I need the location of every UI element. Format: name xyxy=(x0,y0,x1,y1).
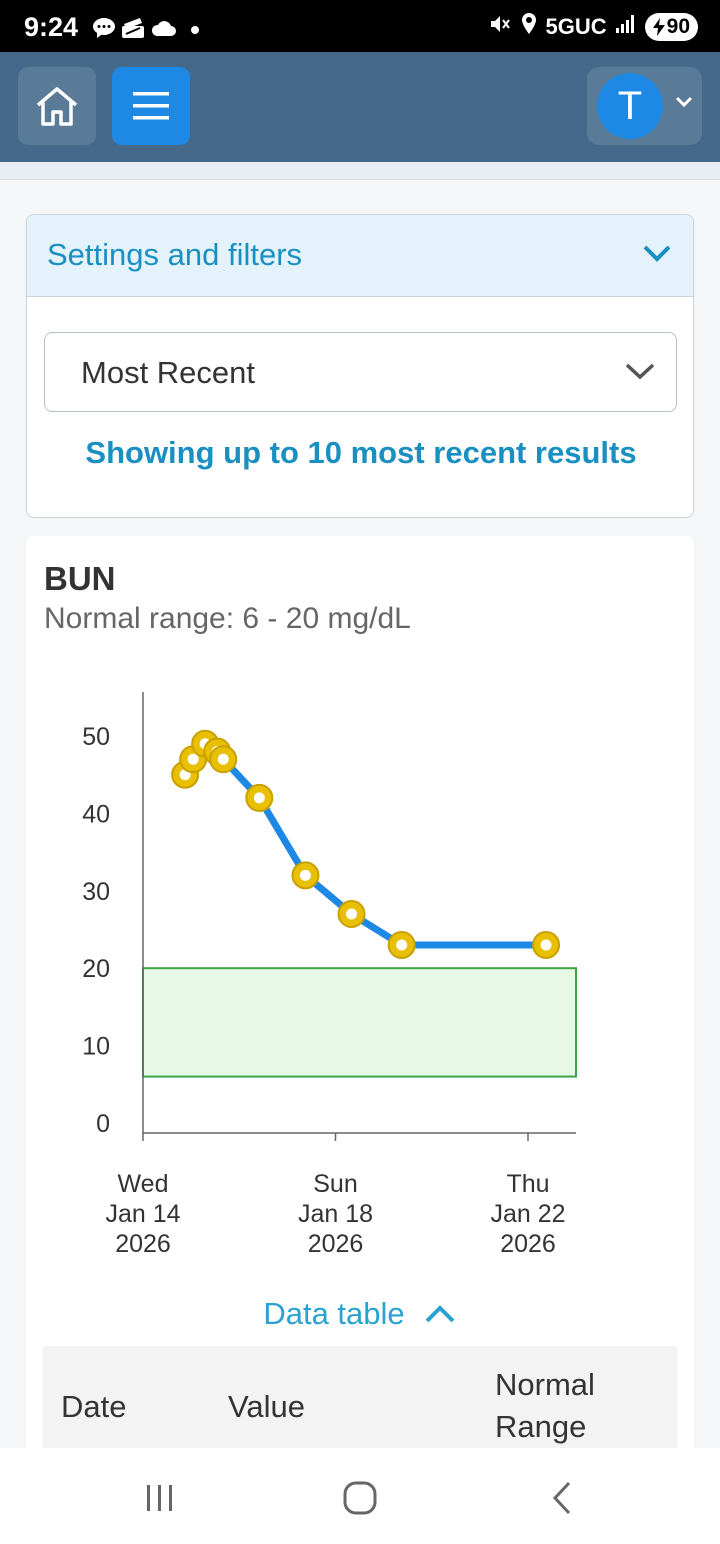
data-point-center xyxy=(217,753,229,765)
menu-button[interactable] xyxy=(112,67,190,145)
y-tick-label: 40 xyxy=(82,800,110,828)
y-tick-label: 0 xyxy=(96,1110,110,1138)
x-tick-label: Wed xyxy=(118,1170,169,1198)
result-card: BUN Normal range: 6 - 20 mg/dL 0 10 20 30 40… xyxy=(26,536,694,1466)
cloud-icon xyxy=(150,19,176,42)
test-name: BUN xyxy=(44,560,116,597)
header-divider xyxy=(0,162,720,180)
status-bar: 9:24 5GUC 90 xyxy=(0,0,720,52)
stack-icon xyxy=(120,16,146,45)
recent-apps-button[interactable] xyxy=(130,1476,190,1520)
x-tick-label: Jan 14 xyxy=(105,1200,180,1228)
x-tick-label: Thu xyxy=(506,1170,549,1198)
recent-apps-icon xyxy=(147,1485,172,1511)
bun-series-line xyxy=(181,740,550,949)
chevron-up-icon xyxy=(425,1305,455,1323)
data-point-center xyxy=(187,753,199,765)
results-filter-select[interactable]: Most Recent xyxy=(44,332,677,412)
hamburger-icon xyxy=(133,92,169,120)
x-tick-label: Sun xyxy=(313,1170,357,1198)
home-circle-icon xyxy=(343,1481,377,1515)
selected-filter-value: Most Recent xyxy=(81,355,256,390)
data-point-center xyxy=(346,908,358,920)
data-point-center xyxy=(396,939,408,951)
battery-level: 90 xyxy=(666,15,690,38)
column-header-value: Value xyxy=(228,1389,305,1424)
signal-icon xyxy=(615,14,637,40)
x-tick-label: Jan 18 xyxy=(298,1200,373,1228)
home-icon xyxy=(36,87,78,126)
y-tick-label: 50 xyxy=(82,723,110,751)
back-icon xyxy=(552,1481,571,1515)
data-point-center xyxy=(299,869,311,881)
normal-range-text: Normal range: 6 - 20 mg/dL xyxy=(44,602,411,635)
data-point-center xyxy=(540,939,552,951)
settings-filters-card: Settings and filters Most Recent Showing… xyxy=(26,214,694,518)
y-tick-label: 10 xyxy=(82,1033,110,1061)
network-label: 5GUC xyxy=(545,14,607,39)
x-tick-label: 2026 xyxy=(308,1230,364,1258)
home-button[interactable] xyxy=(18,67,96,145)
settings-filters-toggle[interactable]: Settings and filters xyxy=(27,215,693,297)
chevron-down-icon xyxy=(625,363,655,380)
app-header: T xyxy=(0,52,720,162)
y-tick-label: 20 xyxy=(82,955,110,983)
mute-icon xyxy=(488,13,512,41)
data-table-label: Data table xyxy=(263,1296,405,1331)
column-header-date: Date xyxy=(61,1389,127,1424)
chevron-down-icon xyxy=(643,245,671,262)
system-nav-bar xyxy=(0,1448,720,1544)
battery-indicator: 90 xyxy=(644,13,698,41)
dot-icon xyxy=(190,22,200,40)
chevron-down-icon xyxy=(675,96,693,108)
normal-range-band xyxy=(142,967,577,1078)
system-icons: 5GUC 90 xyxy=(488,12,698,42)
back-button[interactable] xyxy=(532,1476,592,1520)
status-time: 9:24 xyxy=(24,12,79,42)
y-tick-label: 30 xyxy=(82,878,110,906)
avatar: T xyxy=(597,73,663,139)
x-tick-label: 2026 xyxy=(115,1230,171,1258)
user-menu-button[interactable]: T xyxy=(587,67,702,145)
column-header-normal-range-line2: Range xyxy=(495,1409,587,1444)
charging-icon xyxy=(652,18,665,36)
settings-filters-title: Settings and filters xyxy=(47,237,303,272)
column-header-normal-range-line1: Normal xyxy=(495,1367,595,1402)
data-table-header: Date Value Normal Range xyxy=(43,1346,677,1466)
chat-icon xyxy=(92,17,116,44)
data-point-center xyxy=(253,792,265,804)
location-icon xyxy=(520,12,538,42)
data-table-toggle[interactable]: Data table xyxy=(26,1296,694,1332)
home-nav-button[interactable] xyxy=(330,1476,390,1520)
x-tick-label: Jan 22 xyxy=(490,1200,565,1228)
results-count-text: Showing up to 10 most recent results xyxy=(85,435,637,470)
notification-icons xyxy=(92,16,200,45)
x-tick-label: 2026 xyxy=(500,1230,556,1258)
